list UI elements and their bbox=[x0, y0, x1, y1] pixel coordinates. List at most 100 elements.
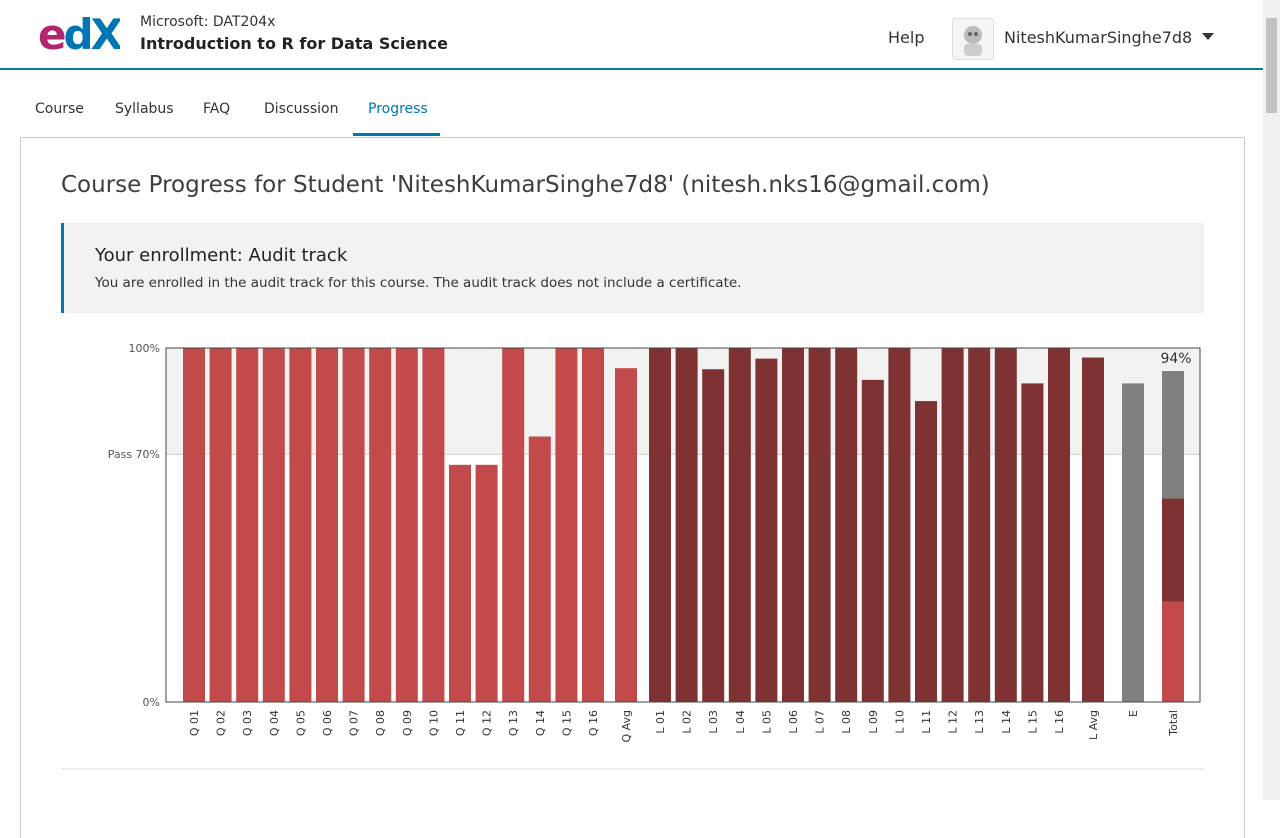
x-tick-label: Q 09 bbox=[401, 710, 414, 736]
scrollbar bbox=[1263, 0, 1280, 800]
bar bbox=[728, 348, 751, 702]
nav-tab[interactable]: Syllabus bbox=[115, 101, 174, 117]
bar bbox=[528, 436, 551, 702]
enrollment-box: Your enrollment: Audit track You are enr… bbox=[61, 223, 1204, 313]
x-tick-label: L 15 bbox=[1026, 710, 1039, 734]
bar bbox=[615, 368, 637, 702]
x-tick-label: L 07 bbox=[814, 710, 827, 734]
x-tick-label: L 10 bbox=[893, 710, 906, 734]
dropdown-caret[interactable] bbox=[1202, 33, 1214, 41]
bar bbox=[994, 348, 1017, 702]
x-tick-label: L 04 bbox=[734, 710, 747, 734]
course-title: Introduction to R for Data Science bbox=[140, 34, 448, 53]
progress-chart: 0% Pass 70% 100% Q 01 Q 02 Q 03 Q 04 Q 05 Q 06 Q … bbox=[61, 342, 1204, 770]
bar bbox=[808, 348, 831, 702]
bar bbox=[422, 348, 445, 702]
bar bbox=[941, 348, 964, 702]
x-tick-label: L 03 bbox=[707, 710, 720, 734]
avatar[interactable] bbox=[952, 18, 994, 60]
bar bbox=[262, 348, 285, 702]
x-tick-label: Q 02 bbox=[215, 710, 228, 736]
bar bbox=[475, 464, 498, 702]
bar bbox=[888, 348, 911, 702]
total-segment bbox=[1162, 371, 1184, 499]
y-tick-label: 0% bbox=[143, 696, 160, 709]
x-tick-label: L 11 bbox=[920, 710, 933, 734]
bar bbox=[209, 348, 232, 702]
bar bbox=[342, 348, 365, 702]
x-tick-label: L 06 bbox=[787, 710, 800, 734]
x-tick-label: L 05 bbox=[760, 710, 773, 734]
bar bbox=[369, 348, 392, 702]
x-tick-label: Total bbox=[1167, 710, 1180, 737]
bar bbox=[861, 379, 884, 702]
y-tick-label: Pass 70% bbox=[108, 448, 160, 461]
bar bbox=[502, 348, 525, 702]
avatar-icon bbox=[964, 26, 982, 56]
total-label: 94% bbox=[1160, 351, 1191, 367]
x-tick-label: Q 10 bbox=[427, 710, 440, 736]
scrollbar-thumb[interactable] bbox=[1266, 18, 1277, 113]
logo-text: edX bbox=[38, 12, 120, 56]
bar bbox=[702, 369, 725, 702]
x-tick-label: Q 08 bbox=[374, 710, 387, 736]
nav-tab[interactable]: Course bbox=[35, 101, 84, 117]
bar bbox=[1048, 348, 1070, 702]
total-segment bbox=[1162, 601, 1184, 702]
course-org: Microsoft: DAT204x bbox=[140, 14, 276, 30]
bar bbox=[755, 358, 778, 702]
bar bbox=[395, 348, 418, 702]
logo[interactable]: edX bbox=[38, 12, 120, 56]
x-tick-label: Q 13 bbox=[507, 710, 520, 736]
bar bbox=[1082, 357, 1104, 702]
enrollment-text: You are enrolled in the audit track for … bbox=[95, 275, 742, 291]
x-tick-label: Q 15 bbox=[560, 710, 573, 736]
nav-tab[interactable]: FAQ bbox=[203, 101, 231, 117]
x-tick-label: Q 14 bbox=[534, 710, 547, 736]
bar bbox=[915, 401, 937, 702]
x-tick-label: L 13 bbox=[973, 710, 986, 734]
x-tick-label: L 12 bbox=[947, 710, 960, 734]
nav-tab[interactable]: Progress bbox=[368, 101, 428, 117]
x-tick-label: Q 12 bbox=[481, 710, 494, 736]
x-tick-label: Q 04 bbox=[268, 710, 281, 736]
x-tick-label: L 09 bbox=[867, 710, 880, 734]
x-tick-label: Q 07 bbox=[348, 710, 361, 736]
plot-frame bbox=[165, 347, 1201, 703]
bar bbox=[316, 348, 338, 702]
enrollment-title: Your enrollment: Audit track bbox=[95, 245, 348, 266]
bar bbox=[582, 348, 604, 702]
bar bbox=[449, 464, 471, 702]
bar bbox=[649, 348, 671, 702]
x-tick-label: Q 05 bbox=[294, 710, 307, 736]
header bbox=[0, 0, 1263, 70]
content-box bbox=[20, 137, 1245, 838]
x-tick-label: Q 16 bbox=[587, 710, 600, 736]
x-tick-label: Q 01 bbox=[188, 710, 201, 736]
active-tab-underline bbox=[353, 133, 440, 136]
x-tick-label: L 02 bbox=[681, 710, 694, 734]
page-heading: Course Progress for Student 'NiteshKumar… bbox=[61, 172, 990, 198]
x-tick-label: L 08 bbox=[840, 710, 853, 734]
nav-tab[interactable]: Discussion bbox=[264, 101, 339, 117]
username[interactable]: NiteshKumarSinghe7d8 bbox=[1004, 28, 1193, 47]
x-tick-label: L 14 bbox=[1000, 710, 1013, 734]
x-tick-label: L 01 bbox=[654, 710, 667, 734]
y-tick-label: 100% bbox=[129, 342, 160, 355]
x-tick-label: L 16 bbox=[1053, 710, 1066, 734]
help-link[interactable]: Help bbox=[888, 28, 925, 47]
bar bbox=[289, 348, 312, 702]
x-tick-label: E bbox=[1127, 710, 1140, 717]
bar bbox=[1021, 383, 1044, 702]
logo-e: e bbox=[38, 12, 65, 56]
x-tick-label: Q Avg bbox=[620, 710, 633, 743]
bar bbox=[675, 348, 698, 702]
bar bbox=[1122, 383, 1144, 702]
bar bbox=[183, 348, 205, 702]
total-segment bbox=[1162, 498, 1184, 602]
bar bbox=[835, 348, 858, 702]
x-tick-label: Q 11 bbox=[454, 710, 467, 736]
x-tick-label: Q 03 bbox=[241, 710, 254, 736]
bar bbox=[236, 348, 259, 702]
